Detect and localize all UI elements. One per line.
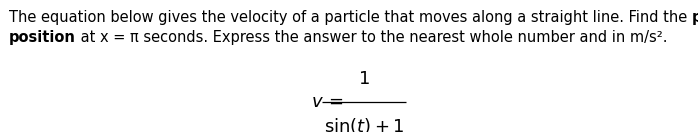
Text: $\sin(t) + 1$: $\sin(t) + 1$ bbox=[324, 117, 404, 132]
Text: The equation below gives the velocity of a particle that moves along a straight : The equation below gives the velocity of… bbox=[9, 10, 692, 25]
Text: at x = π seconds. Express the answer to the nearest whole number and in m/s².: at x = π seconds. Express the answer to … bbox=[76, 30, 667, 45]
Text: $1$: $1$ bbox=[358, 70, 370, 88]
Text: particle’s: particle’s bbox=[692, 10, 698, 25]
Text: $v\, =$: $v\, =$ bbox=[311, 93, 343, 111]
Text: position: position bbox=[9, 30, 76, 45]
